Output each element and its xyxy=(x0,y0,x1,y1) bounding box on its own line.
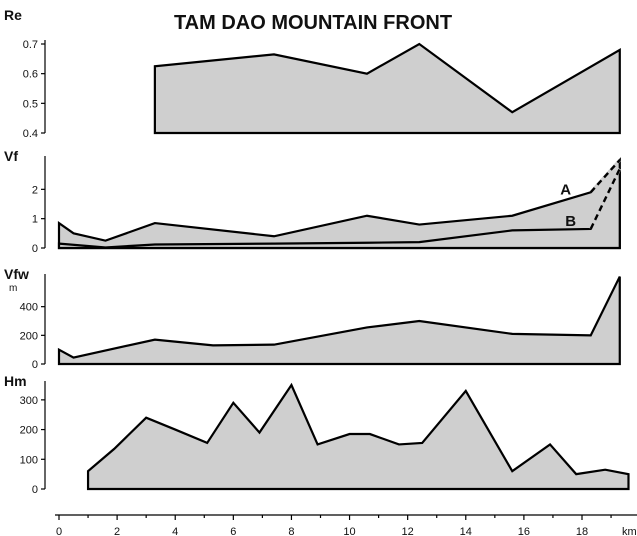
y-tick-label-vf-1: 1 xyxy=(32,214,38,226)
panel-hm: Hm 0 100 200 300 xyxy=(4,373,630,496)
panel-label-vf: Vf xyxy=(4,148,18,164)
series-label-b: B xyxy=(565,213,576,230)
x-tick-label-4: 8 xyxy=(288,526,294,536)
y-tick-label-re-1: 0.5 xyxy=(23,98,38,110)
y-tick-label-vfw-0: 0 xyxy=(32,359,38,371)
y-tick-label-hm-0: 0 xyxy=(32,484,38,496)
series-vf-b-dashed-segment xyxy=(589,168,621,230)
series-hm-0-area xyxy=(86,382,630,491)
panel-label-hm: Hm xyxy=(4,373,27,389)
y-tick-label-hm-1: 100 xyxy=(20,454,38,466)
y-tick-label-vfw-2: 400 xyxy=(20,302,38,314)
series-vf-b-area xyxy=(57,168,621,250)
y-tick-label-re-3: 0.7 xyxy=(23,39,38,51)
x-axis-unit: km xyxy=(622,526,637,536)
y-tick-label-vf-0: 0 xyxy=(32,243,38,255)
x-tick-label-2: 4 xyxy=(172,526,178,536)
x-tick-label-7: 14 xyxy=(460,526,472,536)
panel-vf: Vf 0 1 2 AB xyxy=(4,148,622,255)
y-tick-label-re-2: 0.6 xyxy=(23,69,38,81)
y-tick-label-vfw-1: 200 xyxy=(20,330,38,342)
x-tick-label-3: 6 xyxy=(230,526,236,536)
y-tick-label-hm-3: 300 xyxy=(20,395,38,407)
x-tick-label-6: 12 xyxy=(402,526,414,536)
y-tick-label-re-0: 0.4 xyxy=(23,128,38,140)
panel-re: Re 0.4 0.5 0.6 0.7 xyxy=(4,7,621,140)
series-vfw-0-area xyxy=(57,276,621,366)
y-tick-label-hm-2: 200 xyxy=(20,425,38,437)
x-axis: 0 2 4 6 8 10 12 14 16 18 km xyxy=(55,514,637,536)
x-tick-label-9: 18 xyxy=(576,526,588,536)
panel-label-re: Re xyxy=(4,7,22,23)
x-tick-label-5: 10 xyxy=(343,526,355,536)
series-label-a: A xyxy=(560,181,571,198)
y-tick-label-vf-2: 2 xyxy=(32,184,38,196)
x-tick-label-8: 16 xyxy=(518,526,530,536)
panel-label-vfw: Vfw xyxy=(4,266,29,282)
x-tick-label-1: 2 xyxy=(114,526,120,536)
series-re-0-area xyxy=(153,42,621,135)
panel-unit-vfw: m xyxy=(9,283,17,294)
series-vf-a-dashed-segment xyxy=(589,159,621,194)
x-tick-label-0: 0 xyxy=(56,526,62,536)
chart-title: TAM DAO MOUNTAIN FRONT xyxy=(174,12,452,34)
